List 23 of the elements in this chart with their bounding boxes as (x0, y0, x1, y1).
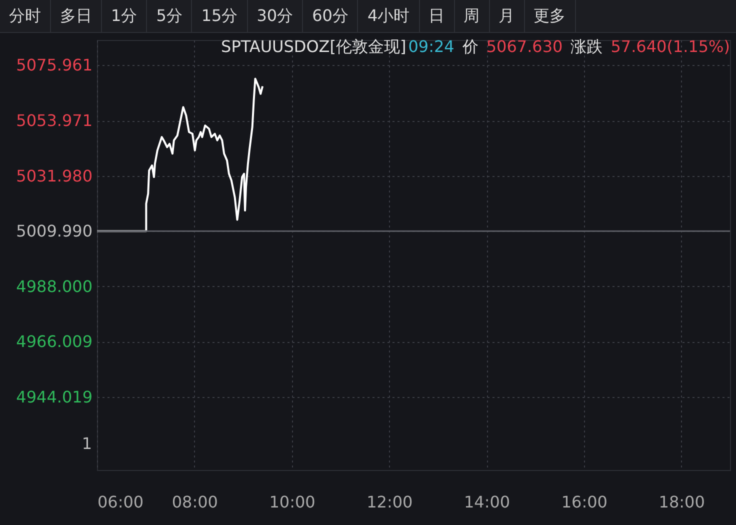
x-tick-label: 08:00 (172, 492, 218, 512)
x-tick-label: 10:00 (269, 492, 316, 512)
y-tick-label: 5075.961 (16, 56, 92, 75)
x-tick-label: 06:00 (98, 492, 144, 512)
annotation: 价 (462, 37, 478, 56)
annotation: 09:24 (408, 37, 454, 56)
period-tabs: 分时 多日 1分 5分 15分 30分 60分 4小时 日 周 月 更多 (0, 0, 736, 33)
annotation: 57.640(1.15%) (610, 37, 730, 56)
y-tick-label: 5053.971 (16, 111, 92, 130)
text: 1 (80, 434, 92, 453)
x-tick-label: 18:00 (658, 492, 705, 512)
x-tick-label: 12:00 (366, 492, 413, 512)
y-tick-label: 4988.000 (16, 276, 92, 296)
y-tick-label: 5031.980 (16, 166, 92, 186)
annotation: 涨跌 (570, 37, 603, 56)
line-series (96, 78, 264, 232)
y-tick-label: 4966.009 (16, 332, 92, 352)
y-tick-label: 5009.990 (16, 222, 92, 241)
y-tick-label: 4944.019 (16, 388, 92, 407)
x-tick-label: 14:00 (464, 492, 510, 512)
annotation: 5067.630 (486, 37, 563, 56)
chart-title: SPTAUUSDOZ[伦敦金现] (221, 37, 406, 56)
x-tick-label: 16:00 (561, 492, 608, 512)
